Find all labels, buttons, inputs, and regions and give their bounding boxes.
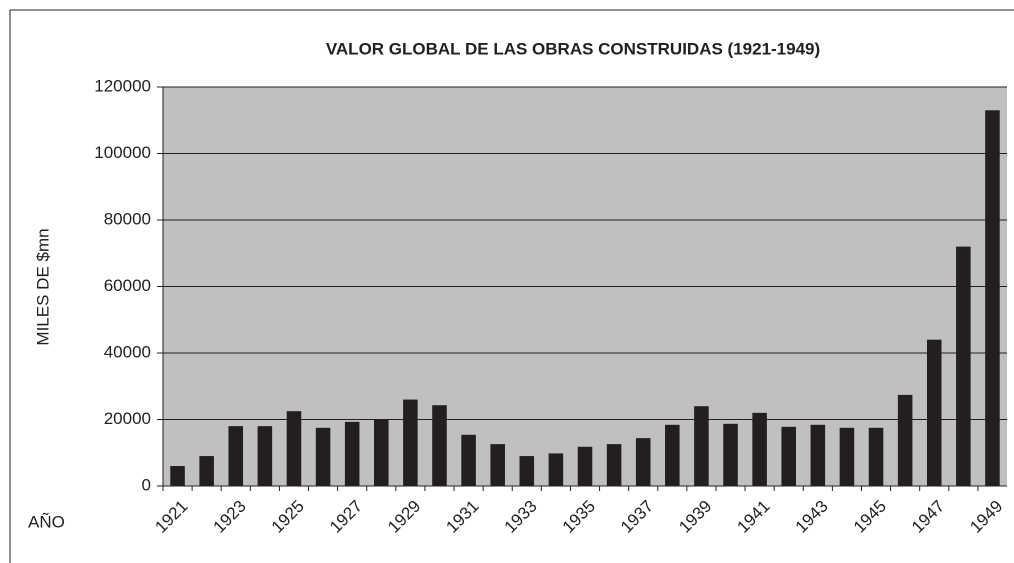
- bar: [432, 405, 447, 486]
- bar: [926, 339, 942, 486]
- bar: [985, 110, 1000, 487]
- x-tick-label: 1937: [617, 497, 657, 537]
- chart-title: VALOR GLOBAL DE LAS OBRAS CONSTRUIDAS (1…: [326, 39, 820, 58]
- bar: [781, 426, 796, 486]
- x-tick-label: 1921: [151, 497, 191, 537]
- bar: [519, 456, 535, 486]
- x-tick-label: 1947: [908, 497, 948, 537]
- bar: [199, 456, 214, 486]
- bar: [752, 412, 767, 486]
- x-tick-label: 1935: [559, 497, 599, 537]
- x-axis-label: AÑO: [28, 512, 65, 531]
- y-tick-label: 100000: [94, 143, 151, 162]
- x-tick-label: 1929: [384, 497, 424, 537]
- y-tick-label: 40000: [104, 342, 151, 361]
- bar: [868, 427, 884, 486]
- y-tick-label: 0: [142, 475, 151, 494]
- bar: [344, 421, 360, 486]
- bar: [897, 394, 913, 486]
- x-tick-label: 1941: [733, 497, 773, 537]
- bar: [490, 444, 505, 486]
- bar: [665, 424, 680, 486]
- bar: [694, 406, 709, 486]
- y-axis-label: MILES DE $mn: [33, 228, 52, 345]
- x-tick-label: 1927: [326, 497, 366, 537]
- bar: [635, 438, 651, 486]
- bar: [956, 246, 971, 486]
- bar: [403, 399, 418, 486]
- bar: [548, 453, 564, 486]
- bar: [315, 427, 331, 486]
- bar: [170, 466, 185, 486]
- y-tick-label: 120000: [94, 76, 151, 95]
- bar: [810, 424, 826, 486]
- x-tick-label: 1933: [501, 497, 541, 537]
- y-tick-label: 80000: [104, 209, 151, 228]
- bar: [723, 423, 738, 486]
- x-tick-label: 1945: [850, 497, 890, 537]
- y-tick-label: 20000: [104, 409, 151, 428]
- bar: [374, 419, 389, 486]
- x-tick-label: 1943: [792, 497, 832, 537]
- x-tick-label: 1925: [268, 497, 308, 537]
- bar: [461, 434, 476, 486]
- y-tick-label: 60000: [104, 276, 151, 295]
- bar: [839, 427, 855, 486]
- bar: [286, 411, 302, 486]
- x-tick-label: 1949: [966, 497, 1006, 537]
- x-tick-label: 1939: [675, 497, 715, 537]
- bar: [577, 446, 593, 486]
- x-tick-label: 1931: [442, 497, 482, 537]
- bar: [257, 426, 273, 486]
- x-tick-label: 1923: [210, 497, 250, 537]
- bar: [606, 444, 622, 486]
- bar: [228, 426, 244, 486]
